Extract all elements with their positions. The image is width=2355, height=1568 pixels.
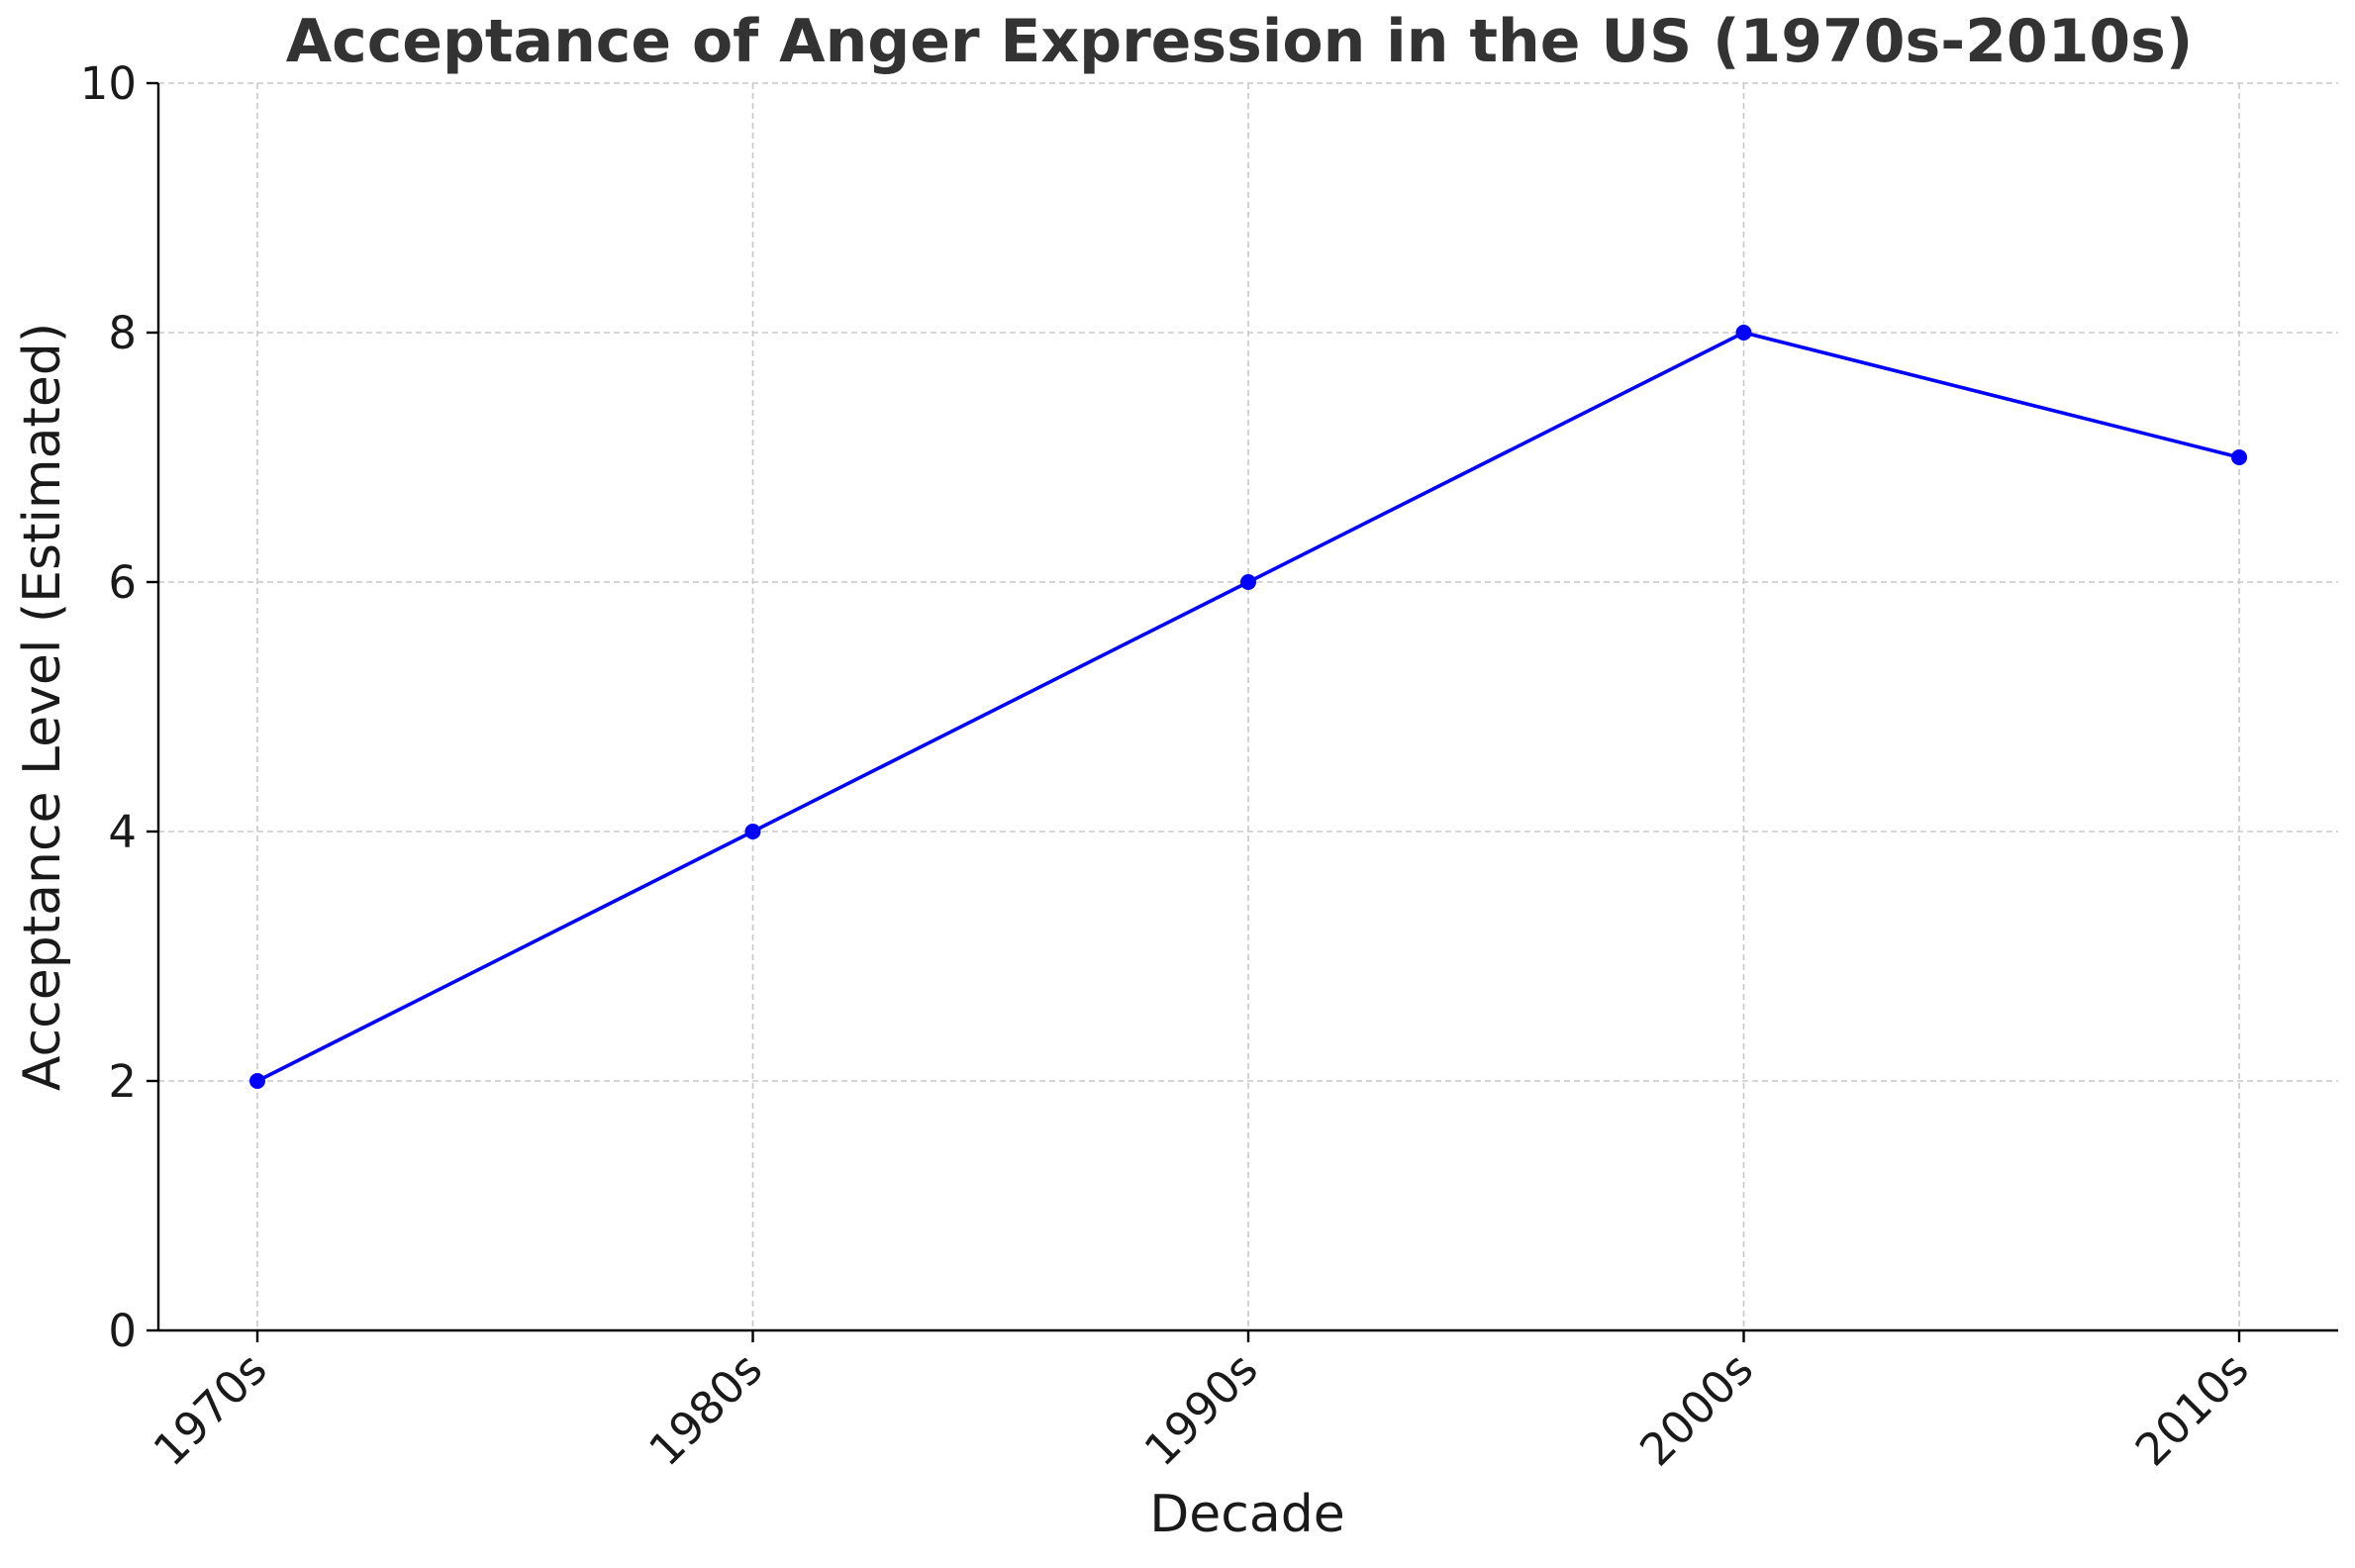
x-tick-label: 1990s	[1134, 1342, 1268, 1476]
data-point	[2231, 449, 2247, 465]
x-tick-label: 1970s	[144, 1342, 277, 1476]
x-axis-ticks: 1970s 1980s 1990s 2000s 2010s	[144, 1330, 2259, 1476]
x-tick-label: 1980s	[638, 1342, 772, 1476]
y-tick-label: 10	[80, 57, 137, 110]
grid	[158, 82, 2338, 1331]
y-tick-label: 8	[108, 307, 137, 359]
data-point	[744, 824, 761, 839]
x-axis-label: Decade	[1149, 1485, 1345, 1544]
y-tick-label: 4	[108, 806, 137, 858]
y-axis-ticks: 0 2 4 6 8 10	[80, 57, 158, 1357]
data-point	[249, 1073, 265, 1089]
y-tick-label: 6	[108, 556, 137, 609]
y-tick-label: 0	[108, 1305, 137, 1357]
data-point	[1735, 325, 1752, 341]
y-axis-label: Acceptance Level (Estimated)	[13, 323, 72, 1091]
data-point	[1240, 574, 1256, 590]
series-layer	[249, 325, 2247, 1089]
chart-title: Acceptance of Anger Expression in the US…	[286, 7, 2194, 76]
x-tick-label: 2000s	[1629, 1342, 1763, 1476]
y-tick-label: 2	[108, 1055, 137, 1108]
x-tick-label: 2010s	[2125, 1342, 2259, 1476]
